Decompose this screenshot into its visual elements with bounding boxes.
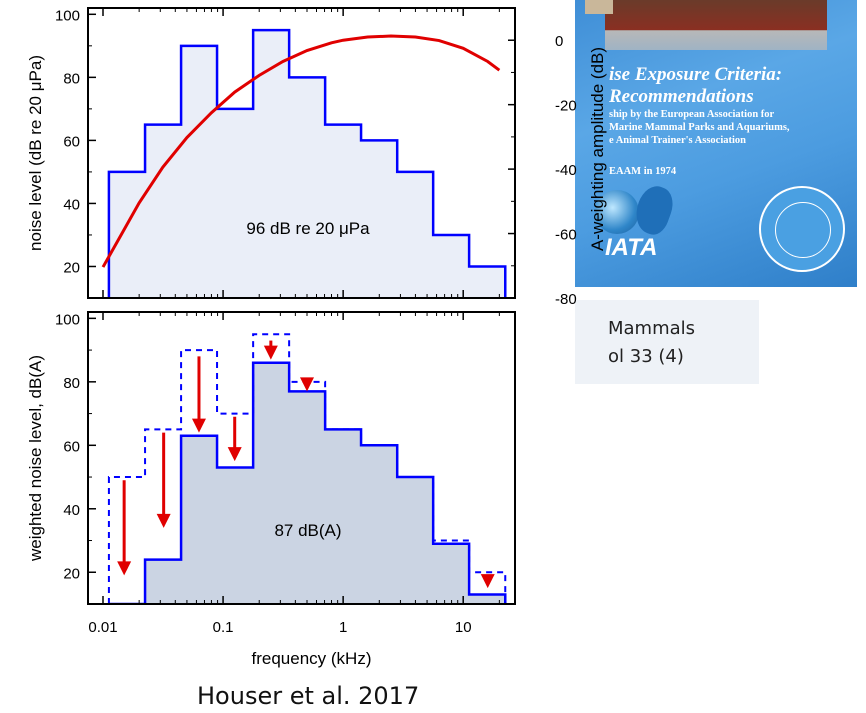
cover-title: ise Exposure Criteria: Recommendations — [609, 64, 783, 107]
x-tick-label: 1 — [339, 619, 347, 636]
y2-tick-label: -80 — [555, 291, 577, 308]
y-tick-label: 40 — [63, 196, 80, 213]
citation-box: Mammals ol 33 (4) — [575, 300, 759, 384]
weighting-arrow — [263, 340, 278, 360]
cover-subtitle: ship by the European Association for Mar… — [609, 109, 790, 146]
plot-area — [107, 333, 507, 604]
weighting-arrow — [480, 574, 495, 589]
cover-founded: EAAM in 1974 — [609, 166, 677, 177]
y-tick-label: 20 — [63, 259, 80, 276]
y2-tick-label: -40 — [555, 162, 577, 179]
y-tick-label: 80 — [63, 375, 80, 392]
journal-cover-image: ise Exposure Criteria: Recommendations sh… — [575, 0, 857, 287]
weighting-arrow — [227, 416, 242, 462]
x-tick-label: 0.1 — [213, 619, 234, 636]
y-tick-label: 60 — [63, 133, 80, 150]
weighted-spectrum-step-line — [108, 361, 507, 604]
weighting-arrow — [191, 356, 206, 433]
y2-tick-label: -20 — [555, 98, 577, 115]
x-tick-label: 10 — [455, 619, 472, 636]
level-annotation: 96 dB re 20 μPa — [246, 219, 370, 238]
ship-photo — [585, 0, 827, 50]
y-tick-label: 40 — [63, 502, 80, 519]
plot-area — [101, 28, 507, 298]
y2-tick-label: 0 — [555, 33, 563, 50]
y-tick-label: 100 — [55, 311, 80, 328]
noise-spectrum-step-line — [107, 28, 507, 298]
bottom-panel: 0.01 0.1 1 10 frequency (kHz) 20 40 60 80 100 weig… — [26, 311, 516, 668]
figure-caption: Houser et al. 2017 — [197, 682, 420, 710]
level-annotation: 87 dB(A) — [274, 521, 341, 540]
arrow-head — [480, 574, 495, 589]
arrow-head — [227, 447, 242, 462]
weighting-arrow — [299, 377, 314, 392]
arrow-head — [117, 561, 132, 576]
arrow-head — [299, 377, 314, 392]
plot-frame — [87, 311, 516, 605]
y-tick-label: 100 — [55, 7, 80, 24]
y2-tick-label: -60 — [555, 227, 577, 244]
weighted-spectrum-fill — [108, 362, 506, 604]
arrow-head — [191, 418, 206, 433]
y-tick-label: 20 — [63, 565, 80, 582]
y-tick-label: 60 — [63, 438, 80, 455]
weighting-arrow — [117, 480, 132, 576]
spectrum-fill — [108, 30, 506, 298]
top-panel: 0 -20 -40 -60 -80 A-weighting amplitude (dB) 2… — [26, 7, 607, 308]
arrow-head — [263, 345, 278, 360]
iata-logo-text: IATA — [605, 234, 658, 261]
weighting-arrow — [156, 432, 171, 528]
x-axis-label: frequency (kHz) — [252, 649, 372, 668]
arrow-head — [156, 513, 171, 528]
citation-line-2: ol 33 (4) — [608, 346, 684, 367]
a-weighting-curve — [101, 34, 501, 268]
plot-frame — [87, 7, 516, 299]
x-tick-label: 0.01 — [88, 619, 117, 636]
y-axis-label: weighted noise level, dB(A) — [26, 355, 45, 562]
globe-logo — [595, 190, 639, 234]
y-axis-label: noise level (dB re 20 μPa) — [26, 55, 45, 251]
y2-axis-label: A-weighting amplitude (dB) — [588, 47, 607, 251]
y-tick-label: 80 — [63, 70, 80, 87]
citation-line-1: Mammals — [608, 318, 696, 339]
alliance-seal-logo — [759, 186, 845, 272]
